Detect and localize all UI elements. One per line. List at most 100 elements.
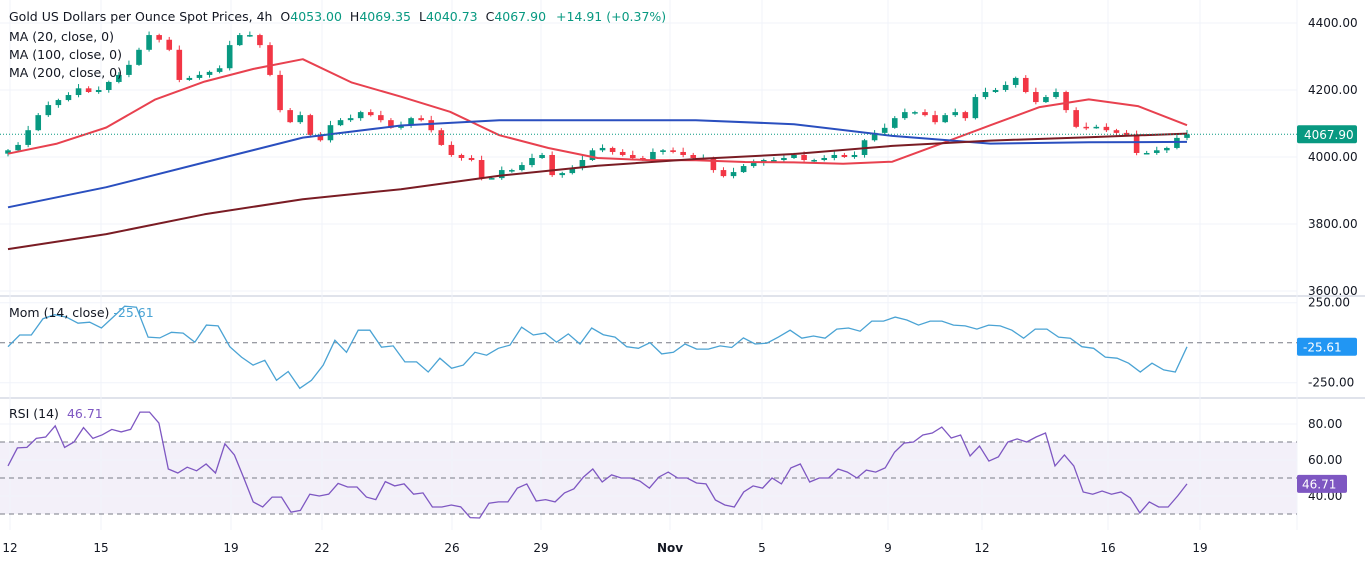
candle	[448, 141, 455, 157]
candle-body	[15, 144, 21, 151]
candle	[972, 94, 979, 120]
candle-body	[730, 172, 737, 177]
candle-body	[811, 160, 817, 162]
candle	[1033, 87, 1039, 105]
candle-body	[216, 68, 223, 72]
candle-body	[85, 88, 92, 93]
candle-body	[418, 118, 424, 121]
candle	[660, 148, 666, 155]
candle-body	[1083, 126, 1090, 129]
candle	[287, 108, 293, 124]
candle-body	[136, 49, 142, 65]
candle	[25, 125, 31, 148]
candle-body	[1113, 130, 1120, 133]
candle-body	[458, 154, 465, 159]
ohlc-low: 4040.73	[425, 9, 478, 24]
candle-body	[1123, 132, 1130, 135]
candle	[992, 87, 999, 93]
candle	[186, 75, 193, 81]
legend-ma100[interactable]: MA (100, close, 0)	[9, 47, 122, 62]
candle	[166, 36, 173, 52]
candle-body	[619, 151, 626, 155]
candle-body	[771, 160, 777, 162]
candle-body	[650, 151, 656, 161]
candle-body	[1103, 126, 1110, 131]
candle	[932, 110, 938, 125]
candle-body	[579, 160, 586, 169]
candle	[408, 116, 414, 128]
candle-body	[1073, 110, 1079, 127]
candle-body	[529, 158, 535, 166]
candle-body	[1063, 92, 1069, 111]
candle	[1073, 107, 1079, 129]
x-tick-label: 9	[884, 541, 892, 555]
candle-body	[1022, 77, 1029, 93]
candle	[1093, 124, 1100, 129]
candle	[327, 120, 334, 143]
momentum-value-label: -25.61	[1303, 340, 1342, 354]
candle	[912, 110, 918, 115]
candle	[922, 109, 928, 117]
candle-body	[75, 88, 82, 96]
legend-rsi[interactable]: RSI (14) 46.71	[9, 406, 103, 421]
candle-body	[710, 158, 717, 171]
candle	[45, 101, 52, 117]
chart-legend-header: Gold US Dollars per Ounce Spot Prices, 4…	[9, 9, 666, 24]
rsi-line	[7, 411, 1188, 519]
candle	[337, 118, 344, 127]
candle-body	[186, 77, 193, 80]
x-tick-label: 12	[974, 541, 989, 555]
candle-body	[448, 144, 455, 155]
candle-body	[226, 45, 233, 69]
candle-body	[680, 151, 686, 155]
candle-body	[720, 170, 727, 177]
price-tick-label: 3600.00	[1308, 284, 1358, 298]
legend-momentum[interactable]: Mom (14, close) -25.61	[9, 305, 154, 320]
candle	[962, 110, 969, 121]
candle-body	[65, 95, 72, 101]
candle-body	[660, 150, 666, 152]
candle-body	[277, 74, 283, 111]
candle	[529, 153, 535, 168]
candle-body	[428, 120, 435, 131]
candle	[1083, 122, 1090, 131]
candle-body	[317, 134, 324, 141]
mom-tick-label: 250.00	[1308, 296, 1350, 310]
candle-body	[1133, 134, 1140, 153]
candle-body	[599, 147, 606, 151]
candle-body	[398, 125, 404, 128]
candle-body	[327, 125, 334, 141]
candle	[841, 152, 848, 158]
x-tick-label: 16	[1100, 541, 1115, 555]
candle-body	[670, 150, 676, 152]
candle-body	[1184, 134, 1190, 138]
candle-body	[297, 115, 304, 123]
candle	[891, 116, 898, 129]
candle-body	[1143, 152, 1150, 155]
candle	[771, 157, 777, 162]
candle-body	[488, 178, 495, 180]
candle	[821, 155, 828, 162]
candle-body	[902, 112, 908, 119]
ma20-line	[7, 58, 1188, 165]
candle	[710, 156, 717, 173]
candle	[236, 32, 243, 47]
price-tick-label: 4000.00	[1308, 150, 1358, 164]
x-tick-label: Nov	[657, 541, 683, 555]
candle-body	[267, 45, 273, 75]
candle-body	[821, 158, 828, 161]
legend-ma20[interactable]: MA (20, close, 0)	[9, 29, 115, 44]
candle-body	[105, 81, 112, 90]
candle	[740, 163, 747, 174]
candle	[65, 92, 72, 102]
candle	[367, 109, 374, 117]
candle	[438, 128, 445, 146]
candle	[378, 110, 384, 123]
candle	[105, 80, 112, 93]
legend-ma200[interactable]: MA (200, close, 0)	[9, 65, 122, 80]
x-tick-label: 19	[1192, 541, 1207, 555]
candle	[519, 162, 525, 172]
candle-body	[942, 115, 948, 123]
candle	[267, 42, 273, 77]
